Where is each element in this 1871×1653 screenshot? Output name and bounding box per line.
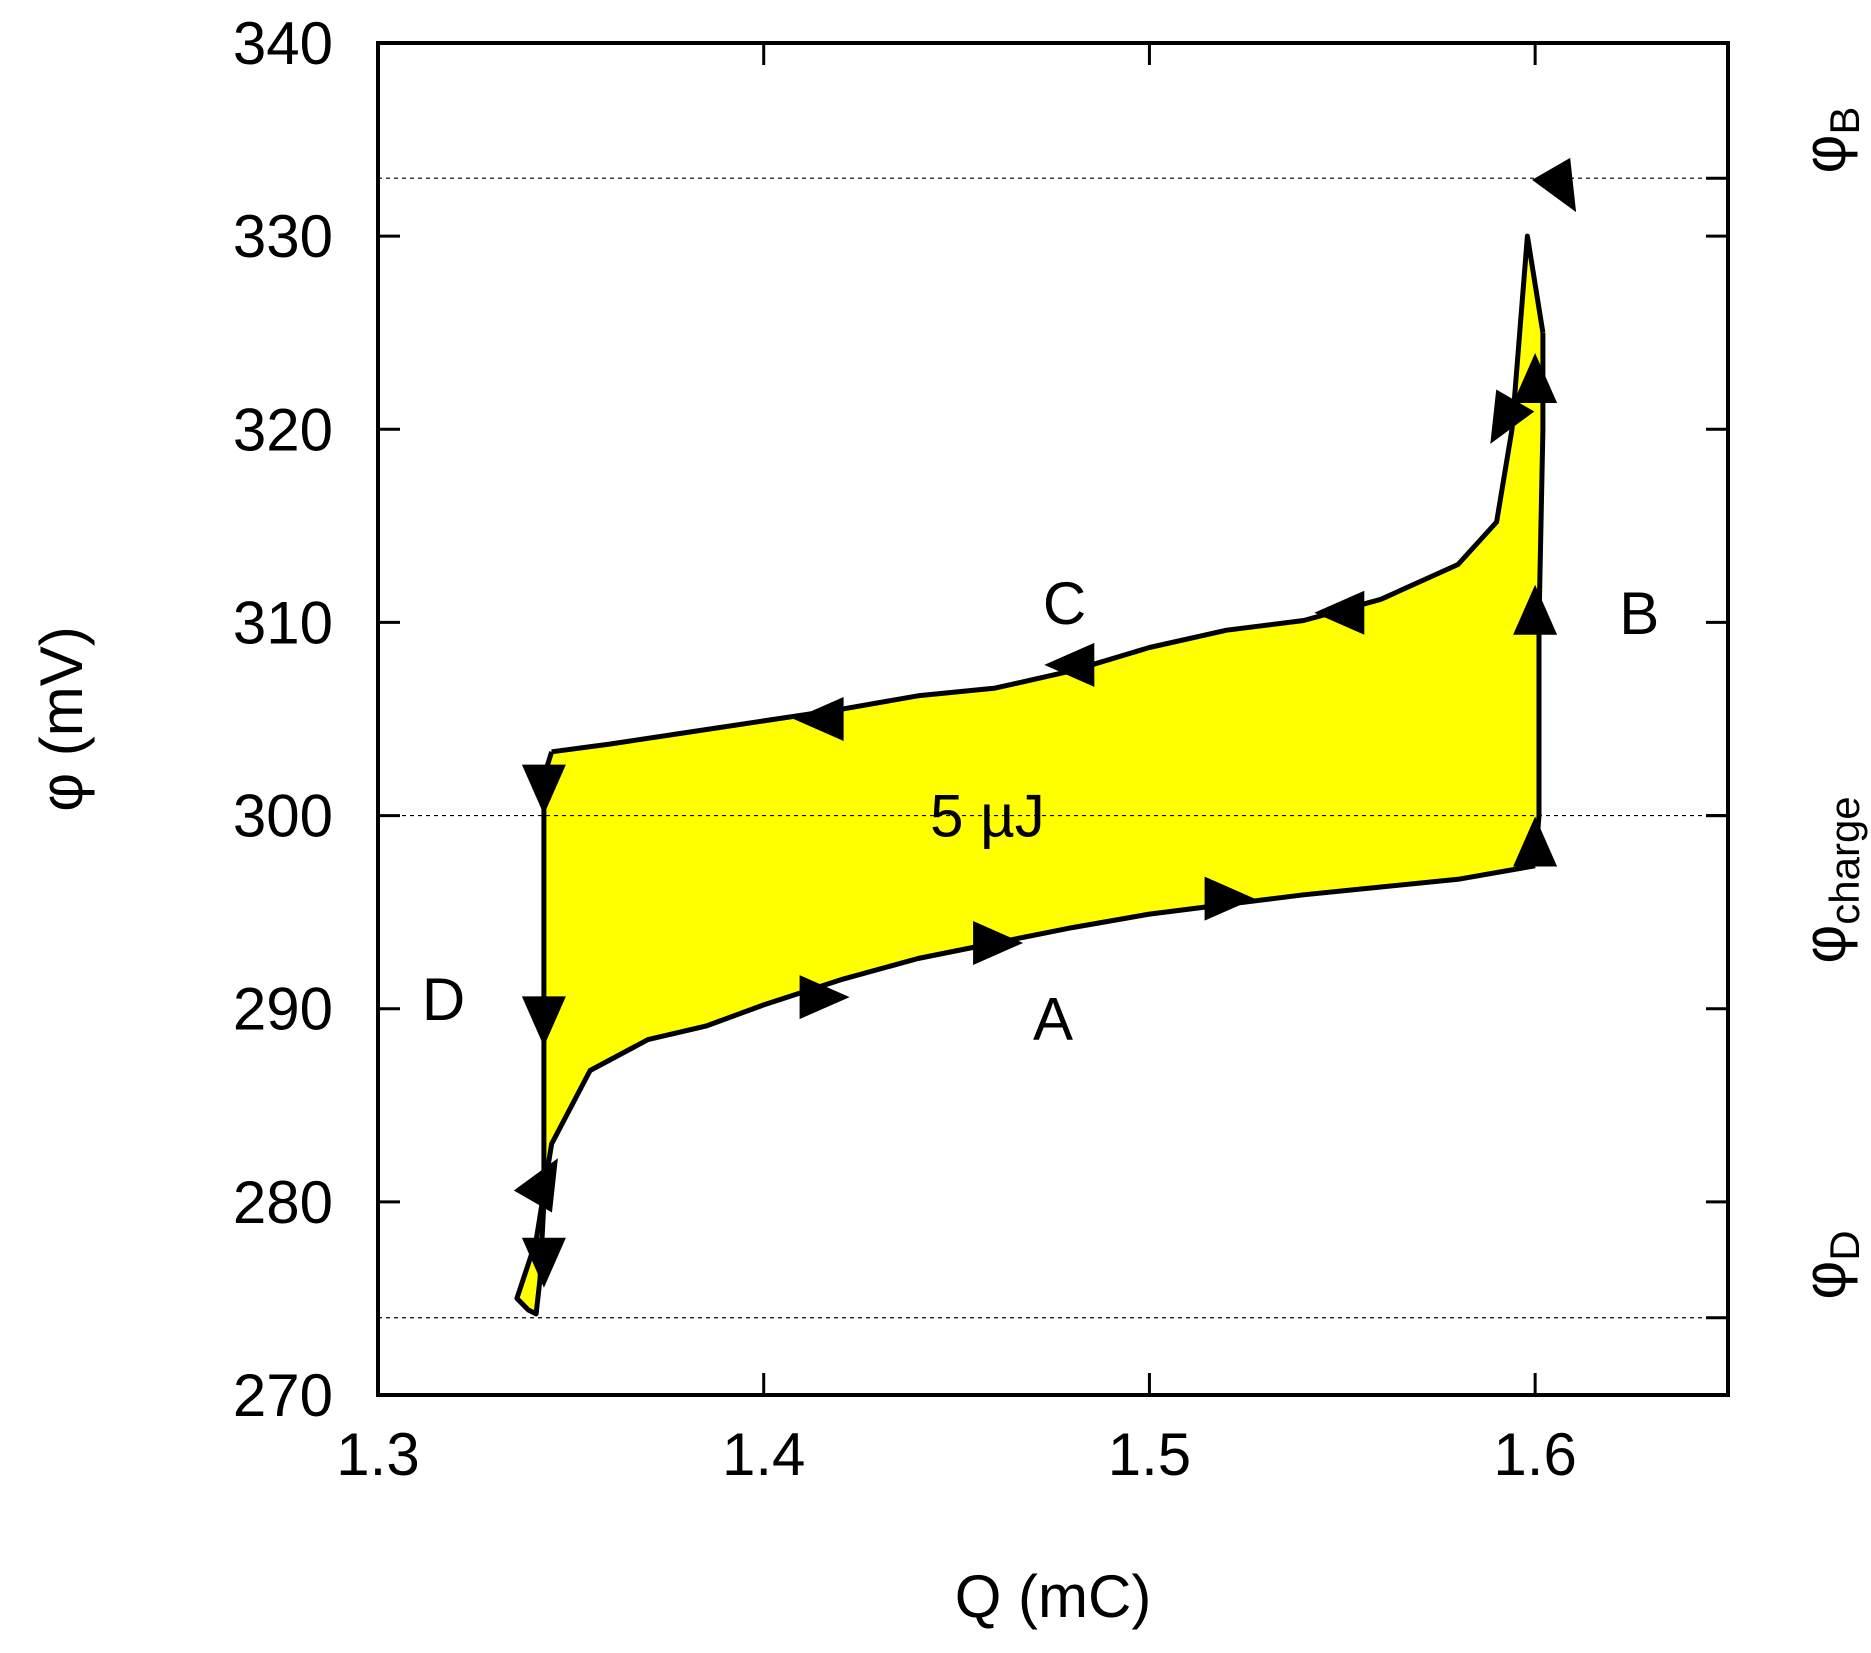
area-energy-label: 5 µJ [930,783,1045,850]
direction-arrow-7 [1490,389,1535,444]
y-tick-label-4: 310 [233,589,333,656]
direction-arrow-0 [799,975,850,1020]
direction-arrow-5 [1513,353,1558,403]
direction-arrow-6 [1532,157,1577,213]
direction-arrow-4 [1513,584,1558,635]
x-tick-label-3: 1.6 [1493,1421,1576,1488]
right-label-2: φD [1791,1230,1868,1299]
right-label-phi: φ [1791,1261,1858,1300]
segment-label-d: D [422,966,465,1033]
right-label-subscript: B [1821,107,1868,135]
right-label-subscript: D [1821,1230,1868,1260]
direction-arrow-10 [793,697,844,741]
right-label-1: φcharge [1791,796,1868,963]
segment-label-a: A [1033,985,1073,1052]
segment-label-b: B [1619,580,1659,647]
direction-arrow-12 [521,996,566,1047]
right-label-subscript: charge [1821,796,1868,924]
x-tick-label-0: 1.3 [336,1421,419,1488]
direction-arrow-14 [521,1237,566,1288]
y-tick-label-6: 330 [233,203,333,270]
direction-arrow-1 [973,921,1024,965]
y-tick-label-5: 320 [233,396,333,463]
plot-frame [376,41,1730,1397]
direction-arrow-13 [513,1158,558,1213]
y-tick-label-0: 270 [233,1362,333,1429]
segment-c-line [551,233,1546,755]
segment-label-c: C [1043,570,1086,637]
x-tick-label-1: 1.4 [722,1421,805,1488]
direction-arrow-3 [1513,816,1558,867]
cycle-area-fill [516,236,1543,1314]
segment-a-line [533,863,1536,1241]
direction-arrow-9 [1044,642,1095,687]
y-tick-label-7: 340 [233,10,333,77]
y-tick-label-2: 290 [233,976,333,1043]
right-label-0: φB [1791,107,1868,174]
y-tick-label-1: 280 [233,1169,333,1236]
right-label-phi: φ [1791,925,1858,964]
y-tick-label-3: 300 [233,783,333,850]
direction-arrow-2 [1204,876,1255,921]
direction-arrow-8 [1314,590,1365,635]
direction-arrow-11 [521,764,566,815]
right-label-phi: φ [1791,135,1858,174]
x-axis-title: Q (mC) [955,1563,1152,1630]
x-tick-label-2: 1.5 [1108,1421,1191,1488]
y-axis-title: φ (mV) [28,626,95,812]
